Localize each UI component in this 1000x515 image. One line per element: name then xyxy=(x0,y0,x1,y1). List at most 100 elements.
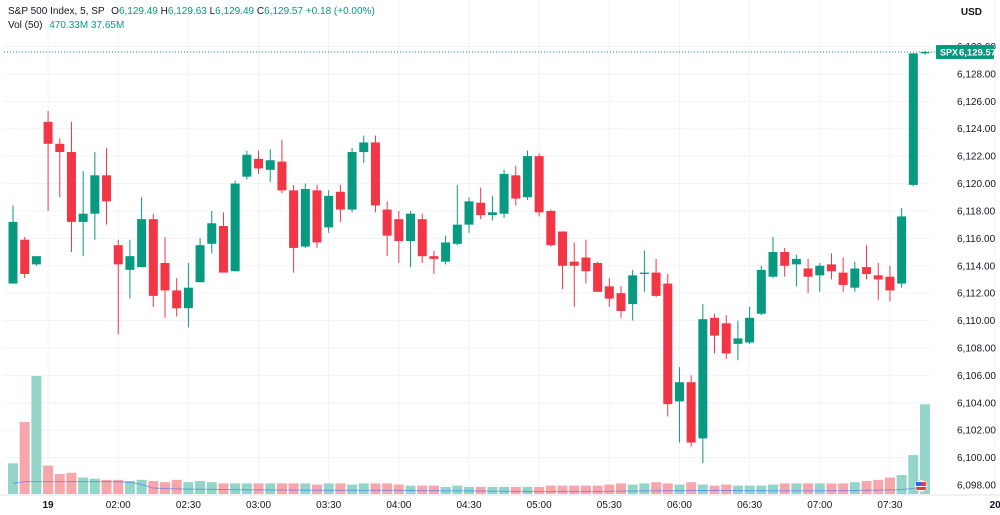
candle-body xyxy=(908,53,918,185)
candle xyxy=(394,210,404,264)
volume-bar xyxy=(721,484,732,494)
candle xyxy=(908,53,918,187)
candle-body xyxy=(172,290,182,309)
candle xyxy=(850,261,860,292)
candle-body xyxy=(639,272,649,274)
candle xyxy=(300,183,310,248)
volume-bar xyxy=(580,485,591,494)
candle xyxy=(745,306,755,344)
candle-body xyxy=(137,219,147,268)
legend-volume-label[interactable]: Vol (50) xyxy=(8,20,43,31)
candle-body xyxy=(873,275,883,280)
candle-body xyxy=(768,252,778,277)
candle-body xyxy=(370,142,380,206)
candle xyxy=(335,184,345,222)
candle-body xyxy=(113,245,123,265)
volume-bar xyxy=(557,485,568,494)
volume-bar xyxy=(709,485,720,494)
candle-body xyxy=(78,213,88,222)
price-tick-label: 6,104.00 xyxy=(957,398,996,409)
volume-bar xyxy=(791,483,802,494)
candle-body xyxy=(628,275,638,305)
candle xyxy=(511,165,521,206)
volume-bar xyxy=(241,483,252,494)
candle xyxy=(359,135,369,163)
candle-body xyxy=(487,212,497,216)
volume-bar xyxy=(510,486,521,494)
legend-ohlc-row: S&P 500 Index, 5, SP O6,129.49 H6,129.63… xyxy=(8,5,375,19)
volume-bar xyxy=(651,482,662,494)
candle xyxy=(581,239,591,284)
candle xyxy=(242,150,252,180)
candle-body xyxy=(791,258,801,265)
last-price-tag[interactable]: SPX 6,129.57 xyxy=(936,44,996,59)
last-price-symbol: SPX xyxy=(940,47,958,57)
volume-bar xyxy=(697,484,708,494)
volume-bar xyxy=(639,483,650,494)
volume-bar xyxy=(124,481,135,494)
volume-bar xyxy=(195,481,206,494)
candle-body xyxy=(593,263,603,292)
time-tick-label: 02:30 xyxy=(176,500,201,511)
price-axis: 6,098.00 6,100.00 6,102.00 6,104.00 6,106.00… xyxy=(957,42,996,492)
price-tick-label: 6,128.00 xyxy=(957,69,996,80)
us-flag-icon[interactable] xyxy=(914,479,928,493)
candle-body xyxy=(920,51,930,54)
candle xyxy=(651,258,661,298)
volume-bar xyxy=(452,485,463,494)
volume-bar xyxy=(768,484,778,494)
volume-ma-line xyxy=(12,481,926,492)
last-price-badge xyxy=(936,44,994,59)
legend-symbol[interactable]: S&P 500 Index, 5, SP xyxy=(8,6,105,17)
candle xyxy=(522,150,532,200)
volume-bar xyxy=(475,486,486,494)
candle xyxy=(43,110,53,211)
volume-bar xyxy=(569,485,580,494)
volume-bar xyxy=(276,483,287,494)
volume-bar xyxy=(347,484,358,494)
candle-body xyxy=(90,175,100,214)
legend-volume-ma: 37.65M xyxy=(90,20,125,31)
volume-bar xyxy=(616,483,626,494)
candle xyxy=(628,269,638,321)
volume-bar xyxy=(803,483,814,494)
currency-button[interactable]: USD xyxy=(954,5,988,20)
candle xyxy=(826,253,836,280)
volume-bar xyxy=(370,483,381,494)
candle xyxy=(324,190,334,233)
price-tick-label: 6,108.00 xyxy=(957,343,996,354)
time-tick-label: 03:30 xyxy=(316,500,341,511)
time-tick-label: 03:00 xyxy=(246,500,271,511)
volume-bar xyxy=(288,483,299,494)
candle xyxy=(207,210,217,254)
candle xyxy=(254,150,264,174)
candle xyxy=(66,121,76,253)
candle-body xyxy=(838,272,848,285)
candle-body xyxy=(289,190,299,248)
volume-bar xyxy=(861,481,872,494)
candle xyxy=(195,238,205,283)
volume-bar xyxy=(814,483,825,494)
candle xyxy=(815,263,825,292)
candle xyxy=(148,213,158,307)
legend-low-label: L xyxy=(209,6,216,17)
legend-volume-row: Vol (50) 470.33M 37.65M xyxy=(8,19,375,33)
volume-bar xyxy=(66,472,77,494)
candle-body xyxy=(674,382,684,402)
time-tick-label: 06:00 xyxy=(667,500,692,511)
candle xyxy=(452,184,462,246)
candle xyxy=(31,256,41,266)
time-tick-label: 07:30 xyxy=(877,500,902,511)
candle xyxy=(639,250,649,292)
volume-bar xyxy=(183,482,194,494)
candle-body xyxy=(815,265,825,276)
candle xyxy=(160,236,170,318)
candle-body xyxy=(207,223,217,244)
time-axis: 19 02:00 02:30 03:00 03:30 04:00 04:30 05:00 05:… xyxy=(0,494,1000,511)
volume-bar xyxy=(908,455,919,494)
candle xyxy=(102,147,112,225)
time-tick-label: 20 xyxy=(990,500,1000,511)
candle xyxy=(90,152,100,240)
time-tick-label: 07:00 xyxy=(807,500,832,511)
